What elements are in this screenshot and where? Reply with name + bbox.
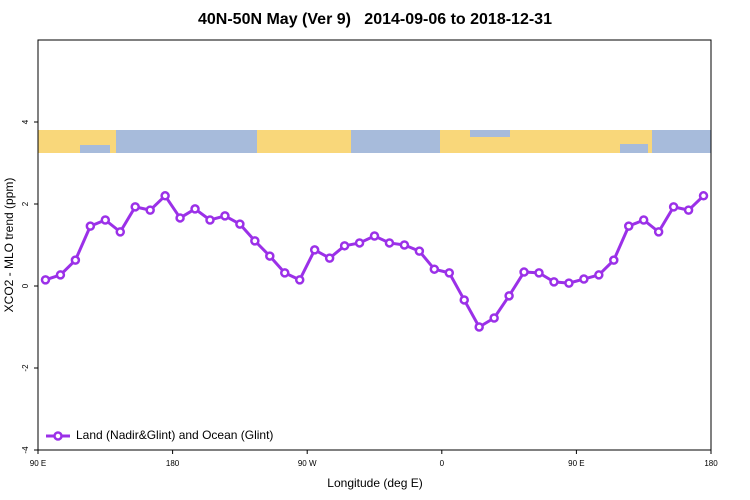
data-point bbox=[235, 219, 245, 229]
data-point bbox=[668, 202, 679, 212]
data-point bbox=[324, 253, 335, 263]
legend-marker bbox=[53, 431, 63, 441]
data-point bbox=[504, 291, 514, 301]
x-tick-label: 90 E bbox=[30, 459, 46, 468]
x-tick-label: 90 W bbox=[298, 459, 317, 468]
data-point bbox=[55, 270, 66, 280]
data-point bbox=[100, 215, 111, 225]
data-point bbox=[429, 264, 440, 274]
data-point bbox=[384, 238, 395, 248]
x-tick-label: 180 bbox=[166, 459, 180, 468]
y-tick-label: 2 bbox=[21, 201, 30, 206]
data-point bbox=[130, 202, 140, 212]
y-tick-label: 0 bbox=[21, 283, 30, 288]
data-point bbox=[115, 227, 126, 237]
plot-frame bbox=[37, 39, 712, 451]
x-tick-label: 0 bbox=[440, 459, 445, 468]
data-point bbox=[638, 215, 649, 225]
data-point bbox=[489, 313, 499, 323]
series-line bbox=[45, 194, 705, 329]
y-tick-label: -2 bbox=[21, 364, 30, 372]
data-point bbox=[623, 221, 634, 231]
data-point bbox=[579, 274, 589, 284]
data-point bbox=[354, 238, 365, 248]
legend-label: Land (Nadir&Glint) and Ocean (Glint) bbox=[76, 428, 273, 442]
data-point bbox=[683, 205, 694, 215]
data-point bbox=[564, 278, 574, 288]
data-point bbox=[160, 191, 170, 201]
data-point bbox=[519, 267, 529, 277]
y-axis-label: XCO2 - MLO trend (ppm) bbox=[2, 178, 16, 313]
data-point bbox=[85, 221, 96, 231]
data-point bbox=[609, 255, 619, 265]
x-tick-label: 180 bbox=[704, 459, 718, 468]
x-tick-label: 90 E bbox=[568, 459, 584, 468]
data-point bbox=[414, 246, 425, 256]
data-point bbox=[175, 213, 185, 223]
y-tick-label: -4 bbox=[21, 446, 30, 454]
map-strip bbox=[38, 130, 711, 153]
y-tick-label: 4 bbox=[21, 119, 30, 124]
data-point bbox=[459, 295, 469, 305]
data-point bbox=[190, 204, 200, 214]
data-point bbox=[534, 268, 544, 278]
data-point bbox=[549, 277, 559, 287]
data-point bbox=[220, 211, 230, 221]
x-axis-label: Longitude (deg E) bbox=[327, 476, 422, 490]
data-point bbox=[698, 191, 709, 201]
data-point bbox=[444, 268, 455, 278]
data-point bbox=[653, 227, 664, 237]
data-point bbox=[40, 275, 51, 285]
data-point bbox=[594, 270, 604, 280]
data-point bbox=[309, 245, 320, 255]
data-point bbox=[294, 275, 305, 285]
data-point bbox=[474, 322, 484, 332]
data-point bbox=[369, 231, 380, 241]
chart-title: 40N-50N May (Ver 9) 2014-09-06 to 2018-1… bbox=[198, 11, 552, 28]
data-point bbox=[339, 241, 350, 251]
data-point bbox=[145, 205, 155, 215]
data-point bbox=[205, 215, 215, 225]
data-point bbox=[250, 236, 260, 246]
data-point bbox=[280, 268, 290, 278]
data-point bbox=[399, 240, 410, 250]
data-point bbox=[70, 255, 81, 265]
data-point bbox=[265, 251, 275, 261]
